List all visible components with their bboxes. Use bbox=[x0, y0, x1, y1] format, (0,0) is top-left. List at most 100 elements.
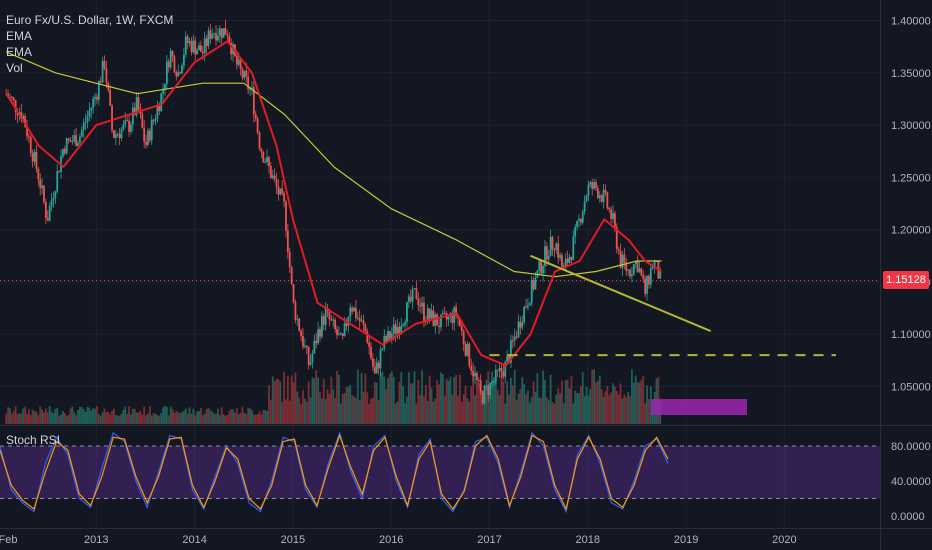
volume-bar bbox=[281, 401, 284, 424]
volume-bar bbox=[288, 400, 291, 424]
volume-bar bbox=[148, 406, 151, 424]
candle-body bbox=[638, 268, 641, 272]
volume-bar bbox=[67, 414, 70, 424]
candle-body bbox=[131, 107, 134, 125]
candle-body bbox=[143, 127, 146, 142]
volume-bar bbox=[215, 413, 217, 424]
candle-body bbox=[226, 34, 229, 37]
volume-bar bbox=[483, 396, 486, 424]
candle-body bbox=[574, 226, 577, 237]
volume-bar bbox=[120, 413, 123, 424]
volume-bar bbox=[275, 378, 278, 424]
volume-bar bbox=[632, 382, 635, 424]
candle-body bbox=[411, 289, 414, 302]
candle-body bbox=[568, 256, 571, 263]
volume-bar bbox=[296, 391, 299, 424]
volume-bar bbox=[596, 380, 599, 424]
volume-bar bbox=[368, 403, 371, 424]
volume-bar bbox=[320, 398, 323, 424]
candle-body bbox=[368, 342, 371, 347]
volume-bar bbox=[97, 414, 100, 424]
volume-bar bbox=[217, 408, 219, 424]
candle-body bbox=[404, 322, 406, 325]
candle-body bbox=[485, 385, 488, 387]
volume-bar bbox=[540, 397, 543, 424]
volume-bar bbox=[423, 396, 425, 424]
volume-bar bbox=[37, 414, 40, 424]
volume-bar bbox=[201, 415, 204, 424]
legend-ema-2[interactable]: EMA bbox=[6, 45, 33, 59]
candle-body bbox=[177, 72, 180, 77]
volume-bar bbox=[617, 394, 620, 424]
volume-bar bbox=[434, 398, 437, 424]
volume-bar bbox=[398, 381, 401, 424]
candle-body bbox=[324, 308, 327, 325]
candle-body bbox=[502, 372, 505, 377]
candle-body bbox=[39, 179, 42, 189]
candle-body bbox=[22, 116, 25, 120]
candle-body bbox=[275, 178, 278, 187]
volume-bar bbox=[113, 408, 115, 424]
candle-body bbox=[211, 33, 214, 39]
candle-body bbox=[434, 314, 437, 326]
candle-body bbox=[547, 256, 550, 260]
candle-body bbox=[460, 325, 463, 331]
volume-bar bbox=[56, 407, 59, 424]
candle-body bbox=[128, 120, 130, 132]
candle-body bbox=[464, 344, 467, 356]
candle-body bbox=[400, 326, 403, 334]
candle-body bbox=[500, 367, 503, 373]
volume-bar bbox=[39, 406, 42, 424]
volume-bar bbox=[190, 413, 193, 424]
symbol-title[interactable]: Euro Fx/U.S. Dollar, 1W, FXCM bbox=[6, 13, 174, 27]
legend-vol[interactable]: Vol bbox=[6, 61, 23, 75]
candle-body bbox=[644, 278, 647, 294]
price-tick-label: 1.30000 bbox=[891, 120, 931, 132]
candle-body bbox=[441, 313, 444, 315]
candle-body bbox=[156, 106, 159, 119]
volume-bar bbox=[63, 413, 66, 424]
candle-body bbox=[48, 206, 51, 221]
volume-bar bbox=[154, 413, 157, 424]
volume-bar bbox=[345, 386, 348, 424]
volume-bar bbox=[553, 403, 556, 424]
candle-body bbox=[35, 151, 38, 169]
volume-bar bbox=[519, 389, 522, 424]
volume-bar bbox=[184, 408, 187, 424]
candle-body bbox=[205, 38, 208, 46]
volume-bar bbox=[629, 396, 631, 424]
candle-body bbox=[249, 88, 251, 90]
price-tick-label: 1.05000 bbox=[891, 382, 931, 394]
volume-bar bbox=[90, 410, 93, 424]
candle-body bbox=[277, 186, 280, 195]
volume-bar bbox=[14, 406, 17, 424]
volume-bar bbox=[436, 380, 439, 424]
volume-bar bbox=[496, 389, 499, 424]
candle-body bbox=[477, 380, 480, 382]
volume-bar bbox=[430, 387, 433, 424]
candle-body bbox=[595, 182, 597, 188]
volume-bar bbox=[515, 400, 518, 424]
stoch-rsi-title[interactable]: Stoch RSI bbox=[6, 433, 61, 447]
candle-body bbox=[133, 107, 136, 115]
candle-body bbox=[224, 28, 227, 35]
candle-body bbox=[528, 303, 531, 306]
candle-body bbox=[150, 119, 153, 141]
candle-body bbox=[578, 218, 580, 221]
volume-bar bbox=[196, 411, 199, 424]
volume-bar bbox=[337, 374, 340, 424]
volume-bar bbox=[118, 415, 121, 424]
volume-bar bbox=[50, 411, 53, 424]
legend-ema-1[interactable]: EMA bbox=[6, 29, 33, 43]
volume-bar bbox=[145, 415, 147, 424]
candle-body bbox=[358, 317, 361, 322]
candle-body bbox=[462, 330, 465, 345]
candle-body bbox=[101, 60, 104, 83]
candle-body bbox=[334, 319, 337, 330]
volume-bar bbox=[79, 406, 81, 424]
volume-bar bbox=[489, 391, 492, 424]
candle-body bbox=[409, 296, 412, 302]
volume-bar bbox=[402, 386, 405, 424]
volume-bar bbox=[243, 412, 246, 424]
